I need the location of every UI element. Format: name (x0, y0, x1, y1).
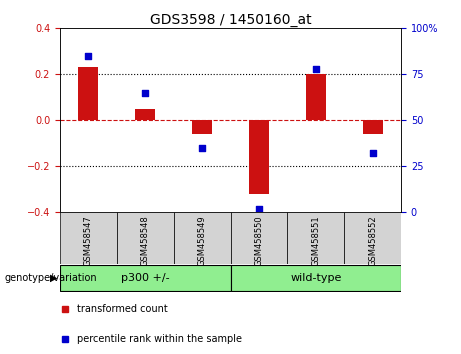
Text: transformed count: transformed count (77, 304, 168, 314)
Text: GSM458549: GSM458549 (198, 215, 207, 266)
Bar (287, 212, 344, 264)
Text: GSM458550: GSM458550 (254, 215, 263, 266)
Text: wild-type: wild-type (290, 273, 342, 283)
Bar (306, 74, 326, 120)
Text: GSM458551: GSM458551 (311, 215, 320, 266)
Bar (174, 212, 230, 264)
Bar (249, 120, 269, 194)
Bar (60, 212, 117, 264)
Bar (344, 212, 401, 264)
Text: p300 +/-: p300 +/- (121, 273, 170, 283)
Bar (78, 67, 98, 120)
Text: GSM458548: GSM458548 (141, 215, 150, 266)
Bar (230, 212, 287, 264)
Bar (363, 120, 383, 134)
Title: GDS3598 / 1450160_at: GDS3598 / 1450160_at (150, 13, 311, 27)
Point (85, 53, 92, 59)
Point (369, 151, 376, 156)
Text: GSM458552: GSM458552 (368, 215, 377, 266)
Text: ▶: ▶ (50, 273, 58, 283)
Text: GSM458547: GSM458547 (84, 215, 93, 266)
Text: genotype/variation: genotype/variation (5, 273, 97, 283)
Bar (60, 265, 230, 291)
Point (142, 90, 149, 96)
Bar (192, 120, 212, 134)
Point (255, 206, 263, 212)
Point (198, 145, 206, 151)
Bar (230, 265, 401, 291)
Point (312, 66, 319, 72)
Bar (135, 109, 155, 120)
Text: percentile rank within the sample: percentile rank within the sample (77, 334, 242, 344)
Bar (117, 212, 174, 264)
